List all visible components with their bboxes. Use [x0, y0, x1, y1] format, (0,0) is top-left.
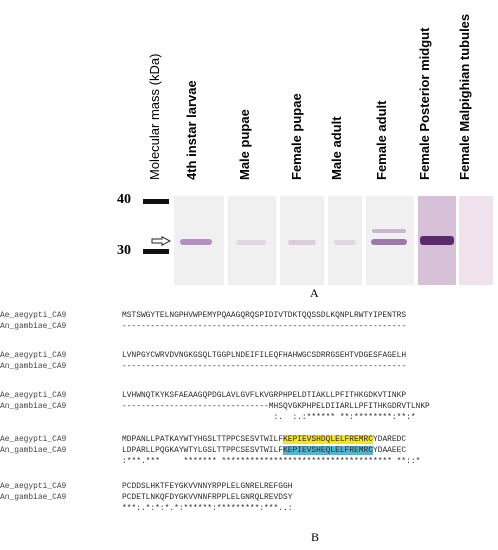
marker-30-label: 30: [117, 243, 131, 258]
sequence: YDAAEEC: [372, 446, 407, 455]
alignment-row: An_gambiae_CA9 --------------------------…: [0, 361, 406, 372]
sequence-name: An_gambiae_CA9: [0, 362, 67, 371]
sequence-name: Ae_aegypti_CA9: [0, 482, 67, 491]
sequence: YDAREDC: [372, 435, 407, 444]
consensus: :. :.:****** **:********:**:*: [122, 413, 416, 422]
alignment-row: Ae_aegypti_CA9 MSTSWGYTELNGPHVWPEMYPQAAGQ…: [0, 310, 406, 321]
sequence-name: An_gambiae_CA9: [0, 322, 67, 331]
blot-lane: [174, 196, 224, 285]
lane-label: Female Malpighian tubules: [457, 13, 472, 180]
sequence-name: An_gambiae_CA9: [0, 446, 67, 455]
consensus-row: :***.*** ******* ***********************…: [0, 456, 420, 467]
consensus: :***.*** ******* ***********************…: [122, 457, 421, 466]
sequence-name: An_gambiae_CA9: [0, 402, 67, 411]
lane-label: Female Posterior midgut: [417, 27, 432, 180]
sequence-name: Ae_aegypti_CA9: [0, 311, 67, 320]
sequence: -------------------------------MHSQVGKPH…: [122, 402, 430, 411]
sequence: LVHWNQTKYKSFAEAAGQPDGLAVLGVFLKVGRPHPELDT…: [122, 391, 407, 400]
consensus: ***:.*:*:*.*:******:*********:***..:: [122, 504, 293, 513]
marker-40-bar: [143, 199, 169, 204]
sequence-name: Ae_aegypti_CA9: [0, 435, 67, 444]
alignment-row: An_gambiae_CA9 --------------------------…: [0, 401, 430, 412]
alignment-row: Ae_aegypti_CA9 LVHWNQTKYKSFAEAAGQPDGLAVLG…: [0, 390, 406, 401]
alignment-row: An_gambiae_CA9 PCDETLNKQFDYGKVVNNFRPPLELG…: [0, 492, 292, 503]
alignment-row: An_gambiae_CA9 LDPARLLPQGKAYWTYLGSLTTPPCS…: [0, 445, 406, 456]
protein-band: [334, 240, 356, 245]
lane-label: Male pupae: [237, 109, 252, 180]
protein-band: [420, 236, 454, 245]
alignment-row: An_gambiae_CA9 --------------------------…: [0, 321, 406, 332]
blot-lane: [280, 196, 324, 285]
blot-lane: [459, 196, 493, 285]
protein-band: [180, 239, 212, 245]
consensus-row: ***:.*:*:*.*:******:*********:***..:: [0, 503, 292, 514]
highlighted-peptide: KEPIEVSHDQLELFREMRC: [283, 435, 373, 444]
sequence-name: Ae_aegypti_CA9: [0, 391, 67, 400]
sequence: ----------------------------------------…: [122, 322, 407, 331]
lane-label: 4th instar larvae: [184, 80, 199, 180]
sequence: PCDETLNKQFDYGKVVNNFRPPLELGNRQLREVDSY: [122, 493, 293, 502]
protein-band: [371, 239, 407, 245]
panel-b-label: B: [311, 530, 320, 544]
sequence-name: An_gambiae_CA9: [0, 493, 67, 502]
protein-band: [288, 240, 316, 245]
alignment-row: Ae_aegypti_CA9 LVNPGYCWRVDVNGKGSQLTGGPLND…: [0, 350, 406, 361]
sequence: LVNPGYCWRVDVNGKGSQLTGGPLNDEIFILEQFHAHWGC…: [122, 351, 407, 360]
sequence: MSTSWGYTELNGPHVWPEMYPQAAGQRQSPIDIVTDKTQQ…: [122, 311, 407, 320]
highlighted-peptide: KEPIEVSHEQLELFREMRC: [283, 446, 373, 455]
sequence: LDPARLLPQGKAYWTYLGSLTTPPCSESVTWILF: [122, 446, 283, 455]
band-arrow-icon: [151, 236, 171, 246]
alignment-row: Ae_aegypti_CA9 MDPANLLPATKAYWTYHGSLTTPPCS…: [0, 434, 406, 445]
consensus-row: :. :.:****** **:********:**:*: [0, 412, 416, 423]
sequence: MDPANLLPATKAYWTYHGSLTTPPCSESVTWILF: [122, 435, 283, 444]
sequence: ----------------------------------------…: [122, 362, 407, 371]
y-axis-label: Molecular mass (kDa): [147, 53, 162, 180]
marker-30-bar: [143, 249, 169, 254]
sequence-name: Ae_aegypti_CA9: [0, 351, 67, 360]
blot-lane: [328, 196, 362, 285]
blot-lane: [366, 196, 414, 285]
lane-label: Male adult: [329, 116, 344, 180]
sequence: PCDDSLHKTFEYGKVVNNYRPPLELGNRELREFGGH: [122, 482, 293, 491]
marker-40-label: 40: [117, 192, 131, 207]
protein-band: [372, 229, 406, 233]
blot-lane: [418, 196, 456, 285]
protein-band: [236, 240, 266, 245]
panel-a-label: A: [310, 286, 319, 300]
blot-lane: [228, 196, 276, 285]
lane-label: Female pupae: [289, 93, 304, 180]
lane-label: Female adult: [374, 100, 389, 180]
alignment-row: Ae_aegypti_CA9 PCDDSLHKTFEYGKVVNNYRPPLELG…: [0, 481, 292, 492]
